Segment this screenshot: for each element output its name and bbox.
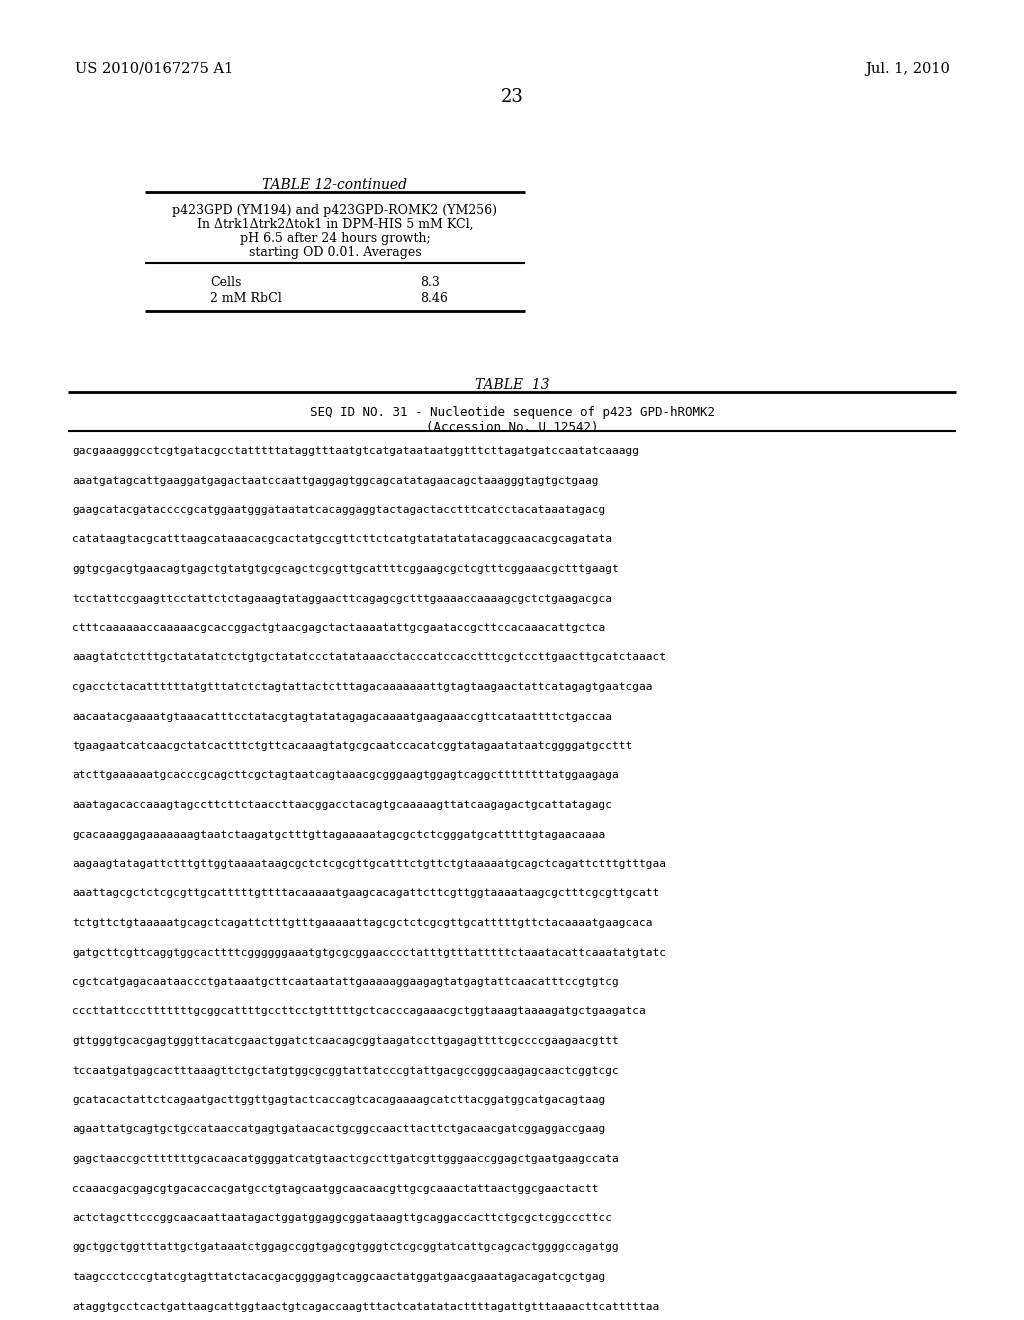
Text: aaatgatagcattgaaggatgagactaatccaattgaggagtggcagcatatagaacagctaaagggtagtgctgaag: aaatgatagcattgaaggatgagactaatccaattgagga… [72, 475, 598, 486]
Text: gacgaaagggcctcgtgatacgcctatttttataggtttaatgtcatgataataatggtttcttagatgatccaatatca: gacgaaagggcctcgtgatacgcctatttttataggttta… [72, 446, 639, 455]
Text: gttgggtgcacgagtgggttacatcgaactggatctcaacagcggtaagatccttgagagttttcgccccgaagaacgtt: gttgggtgcacgagtgggttacatcgaactggatctcaac… [72, 1036, 618, 1045]
Text: gagctaaccgctttttttgcacaacatggggatcatgtaactcgccttgatcgttgggaaccggagctgaatgaagccat: gagctaaccgctttttttgcacaacatggggatcatgtaa… [72, 1154, 618, 1164]
Text: Jul. 1, 2010: Jul. 1, 2010 [865, 62, 950, 77]
Text: cgacctctacattttttatgtttatctctagtattactctttagacaaaaaaattgtagtaagaactattcatagagtga: cgacctctacattttttatgtttatctctagtattactct… [72, 682, 652, 692]
Text: ctttcaaaaaaccaaaaacgcaccggactgtaacgagctactaaaatattgcgaataccgcttccacaaacattgctca: ctttcaaaaaaccaaaaacgcaccggactgtaacgagcta… [72, 623, 605, 634]
Text: 23: 23 [501, 88, 523, 106]
Text: SEQ ID NO. 31 - Nucleotide sequence of p423 GPD-hROMK2: SEQ ID NO. 31 - Nucleotide sequence of p… [309, 407, 715, 418]
Text: (Accession No. U 12542): (Accession No. U 12542) [426, 421, 598, 434]
Text: atcttgaaaaaatgcacccgcagcttcgctagtaatcagtaaacgcgggaagtggagtcaggcttttttttatggaagag: atcttgaaaaaatgcacccgcagcttcgctagtaatcagt… [72, 771, 618, 780]
Text: starting OD 0.01. Averages: starting OD 0.01. Averages [249, 246, 421, 259]
Text: In Δtrk1Δtrk2Δtok1 in DPM-HIS 5 mM KCl,: In Δtrk1Δtrk2Δtok1 in DPM-HIS 5 mM KCl, [197, 218, 473, 231]
Text: US 2010/0167275 A1: US 2010/0167275 A1 [75, 62, 233, 77]
Text: gaagcatacgataccccgcatggaatgggataatatcacaggaggtactagactacctttcatcctacataaatagacg: gaagcatacgataccccgcatggaatgggataatatcaca… [72, 506, 605, 515]
Text: aaatagacaccaaagtagccttcttctaaccttaacggacctacagtgcaaaaagttatcaagagactgcattatagagc: aaatagacaccaaagtagccttcttctaaccttaacggac… [72, 800, 612, 810]
Text: 8.46: 8.46 [420, 292, 447, 305]
Text: aacaatacgaaaatgtaaacatttcctatacgtagtatatagagacaaaatgaagaaaccgttcataattttctgaccaa: aacaatacgaaaatgtaaacatttcctatacgtagtatat… [72, 711, 612, 722]
Text: ggtgcgacgtgaacagtgagctgtatgtgcgcagctcgcgttgcattttcggaagcgctcgtttcggaaacgctttgaag: ggtgcgacgtgaacagtgagctgtatgtgcgcagctcgcg… [72, 564, 618, 574]
Text: pH 6.5 after 24 hours growth;: pH 6.5 after 24 hours growth; [240, 232, 430, 246]
Text: aaattagcgctctcgcgttgcatttttgttttacaaaaatgaagcacagattcttcgttggtaaaataagcgctttcgcg: aaattagcgctctcgcgttgcatttttgttttacaaaaat… [72, 888, 659, 899]
Text: tccaatgatgagcactttaaagttctgctatgtggcgcggtattatcccgtattgacgccgggcaagagcaactcggtcg: tccaatgatgagcactttaaagttctgctatgtggcgcgg… [72, 1065, 618, 1076]
Text: TABLE 12-continued: TABLE 12-continued [262, 178, 408, 191]
Text: gatgcttcgttcaggtggcacttttcggggggaaatgtgcgcggaacccctatttgtttatttttctaaatacattcaaa: gatgcttcgttcaggtggcacttttcggggggaaatgtgc… [72, 948, 666, 957]
Text: Cells: Cells [210, 276, 242, 289]
Text: ggctggctggtttattgctgataaatctggagccggtgagcgtgggtctcgcggtatcattgcagcactggggccagatg: ggctggctggtttattgctgataaatctggagccggtgag… [72, 1242, 618, 1253]
Text: tcctattccgaagttcctattctctagaaagtataggaacttcagagcgctttgaaaaccaaaagcgctctgaagacgca: tcctattccgaagttcctattctctagaaagtataggaac… [72, 594, 612, 603]
Text: tgaagaatcatcaacgctatcactttctgttcacaaagtatgcgcaatccacatcggtatagaatataatcggggatgcc: tgaagaatcatcaacgctatcactttctgttcacaaagta… [72, 741, 632, 751]
Text: ccaaacgacgagcgtgacaccacgatgcctgtagcaatggcaacaacgttgcgcaaactattaactggcgaactactt: ccaaacgacgagcgtgacaccacgatgcctgtagcaatgg… [72, 1184, 598, 1193]
Text: taagccctcccgtatcgtagttatctacacgacggggagtcaggcaactatggatgaacgaaatagacagatcgctgag: taagccctcccgtatcgtagttatctacacgacggggagt… [72, 1272, 605, 1282]
Text: aagaagtatagattctttgttggtaaaataagcgctctcgcgttgcatttctgttctgtaaaaatgcagctcagattctt: aagaagtatagattctttgttggtaaaataagcgctctcg… [72, 859, 666, 869]
Text: actctagcttcccggcaacaattaatagactggatggaggcggataaagttgcaggaccacttctgcgctcggcccttcc: actctagcttcccggcaacaattaatagactggatggagg… [72, 1213, 612, 1224]
Text: gcacaaaggagaaaaaaagtaatctaagatgctttgttagaaaaatagcgctctcgggatgcatttttgtagaacaaaa: gcacaaaggagaaaaaaagtaatctaagatgctttgttag… [72, 829, 605, 840]
Text: catataagtacgcatttaagcataaacacgcactatgccgttcttctcatgtatatatatacaggcaacacgcagatata: catataagtacgcatttaagcataaacacgcactatgccg… [72, 535, 612, 544]
Text: tctgttctgtaaaaatgcagctcagattctttgtttgaaaaattagcgctctcgcgttgcatttttgttctacaaaatga: tctgttctgtaaaaatgcagctcagattctttgtttgaaa… [72, 917, 652, 928]
Text: cccttattccctttttttgcggcattttgccttcctgtttttgctcacccagaaacgctggtaaagtaaaagatgctgaa: cccttattccctttttttgcggcattttgccttcctgttt… [72, 1006, 646, 1016]
Text: p423GPD (YM194) and p423GPD-ROMK2 (YM256): p423GPD (YM194) and p423GPD-ROMK2 (YM256… [172, 205, 498, 216]
Text: agaattatgcagtgctgccataaccatgagtgataacactgcggccaacttacttctgacaacgatcggaggaccgaag: agaattatgcagtgctgccataaccatgagtgataacact… [72, 1125, 605, 1134]
Text: 2 mM RbCl: 2 mM RbCl [210, 292, 282, 305]
Text: aaagtatctctttgctatatatctctgtgctatatccctatataaacctacccatccacctttcgctccttgaacttgca: aaagtatctctttgctatatatctctgtgctatatcccta… [72, 652, 666, 663]
Text: gcatacactattctcagaatgacttggttgagtactcaccagtcacagaaaagcatcttacggatggcatgacagtaag: gcatacactattctcagaatgacttggttgagtactcacc… [72, 1096, 605, 1105]
Text: TABLE  13: TABLE 13 [475, 378, 549, 392]
Text: cgctcatgagacaataaccctgataaatgcttcaataatattgaaaaaggaagagtatgagtattcaacatttccgtgtc: cgctcatgagacaataaccctgataaatgcttcaataata… [72, 977, 618, 987]
Text: ataggtgcctcactgattaagcattggtaactgtcagaccaagtttactcatatatacttttagattgtttaaaacttca: ataggtgcctcactgattaagcattggtaactgtcagacc… [72, 1302, 659, 1312]
Text: 8.3: 8.3 [420, 276, 440, 289]
